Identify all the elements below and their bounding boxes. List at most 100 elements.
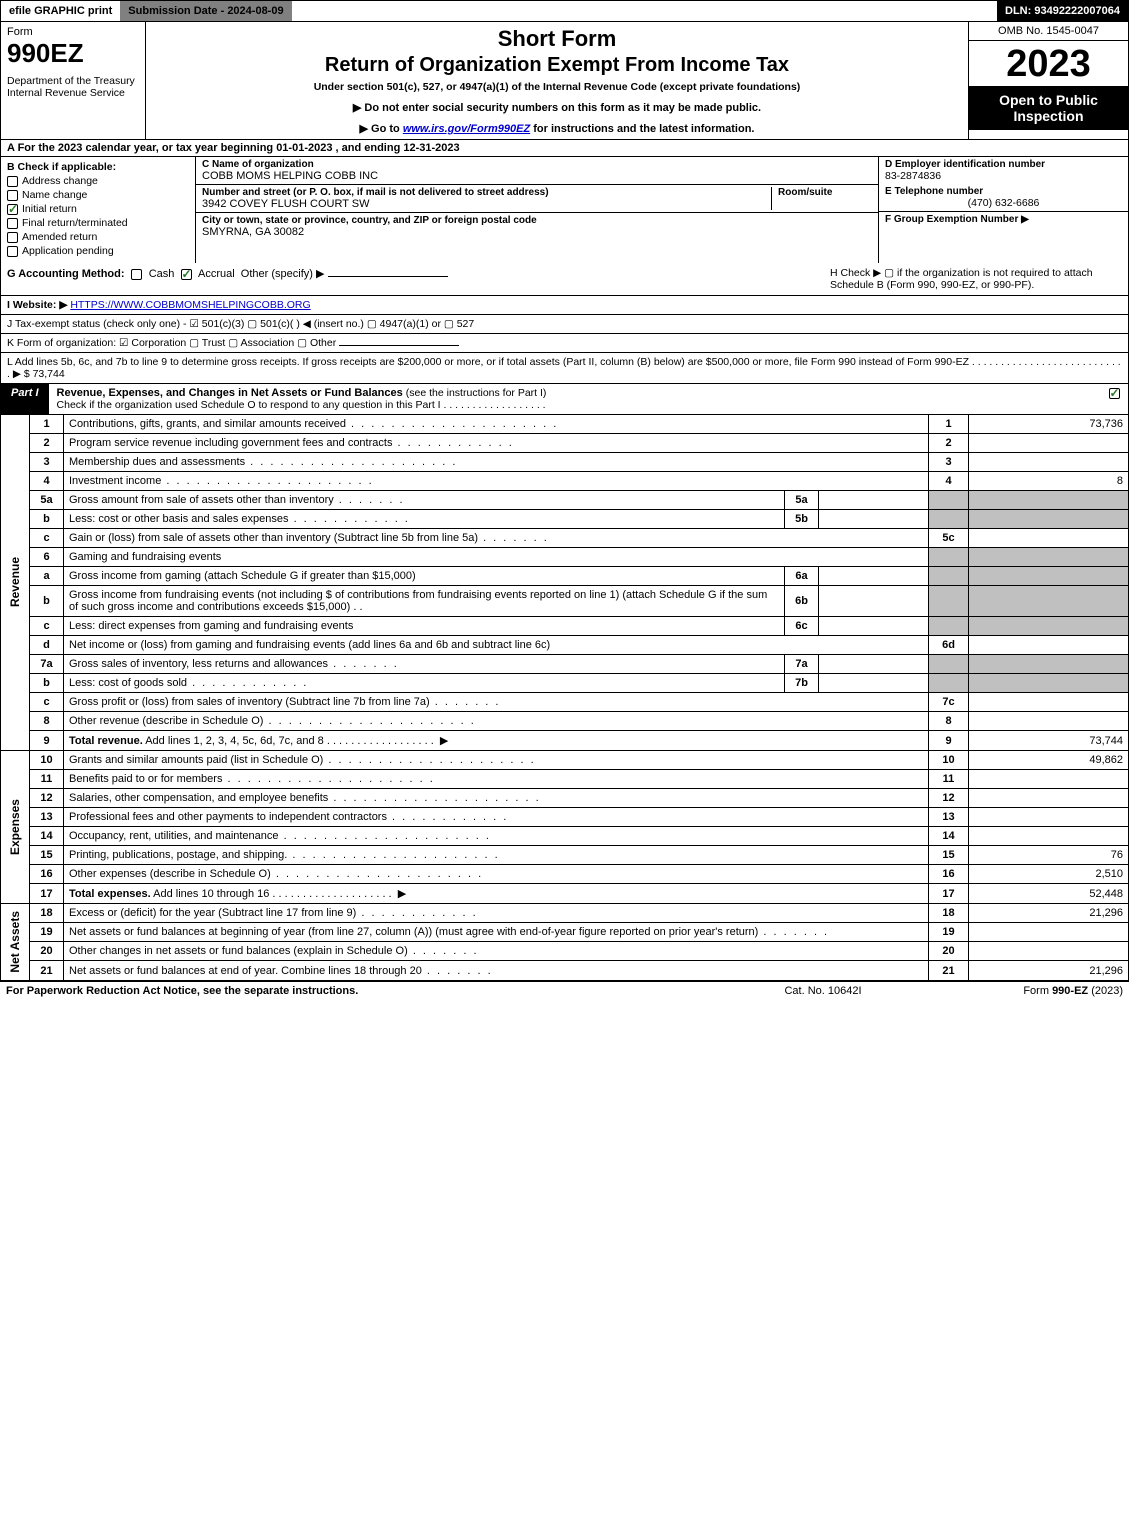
- d-ein-row: D Employer identification number 83-2874…: [879, 157, 1128, 184]
- open-inspection-badge: Open to Public Inspection: [969, 86, 1128, 130]
- efile-label[interactable]: efile GRAPHIC print: [1, 1, 120, 21]
- omb-number: OMB No. 1545-0047: [969, 22, 1128, 41]
- f-group-label: F Group Exemption Number ▶: [885, 214, 1122, 225]
- line-8: 8 Other revenue (describe in Schedule O)…: [1, 712, 1129, 731]
- revenue-side-label: Revenue: [1, 415, 30, 751]
- part-i-header: Part I Revenue, Expenses, and Changes in…: [0, 384, 1129, 415]
- line-5a: 5a Gross amount from sale of assets othe…: [1, 491, 1129, 510]
- g-other-input[interactable]: [328, 276, 448, 277]
- g-accounting: G Accounting Method: Cash Accrual Other …: [7, 267, 822, 291]
- line-7a: 7a Gross sales of inventory, less return…: [1, 655, 1129, 674]
- submission-date: Submission Date - 2024-08-09: [120, 1, 291, 21]
- line-11: 11 Benefits paid to or for members 11: [1, 770, 1129, 789]
- line-1: Revenue 1 Contributions, gifts, grants, …: [1, 415, 1129, 434]
- line-9: 9 Total revenue. Add lines 1, 2, 3, 4, 5…: [1, 731, 1129, 751]
- line-5b: b Less: cost or other basis and sales ex…: [1, 510, 1129, 529]
- c-name-label: C Name of organization: [202, 159, 872, 170]
- chk-name-change[interactable]: Name change: [7, 189, 189, 201]
- chk-accrual[interactable]: [181, 269, 192, 280]
- line-18: Net Assets 18 Excess or (deficit) for th…: [1, 904, 1129, 923]
- line-12: 12 Salaries, other compensation, and emp…: [1, 789, 1129, 808]
- line-6b: b Gross income from fundraising events (…: [1, 586, 1129, 617]
- chk-cash[interactable]: [131, 269, 142, 280]
- row-gh: G Accounting Method: Cash Accrual Other …: [0, 263, 1129, 296]
- footer-right: Form 990-EZ (2023): [923, 985, 1123, 997]
- k-other-input[interactable]: [339, 345, 459, 346]
- line-6a: a Gross income from gaming (attach Sched…: [1, 567, 1129, 586]
- header-left: Form 990EZ Department of the Treasury In…: [1, 22, 146, 139]
- irs-link[interactable]: www.irs.gov/Form990EZ: [403, 123, 530, 135]
- line-20: 20 Other changes in net assets or fund b…: [1, 942, 1129, 961]
- header-right: OMB No. 1545-0047 2023 Open to Public In…: [968, 22, 1128, 139]
- row-j-tax-exempt: J Tax-exempt status (check only one) - ☑…: [0, 315, 1129, 334]
- f-group-row: F Group Exemption Number ▶: [879, 211, 1128, 227]
- line-14: 14 Occupancy, rent, utilities, and maint…: [1, 827, 1129, 846]
- e-tel-row: E Telephone number (470) 632-6686: [879, 184, 1128, 211]
- footer-center: Cat. No. 10642I: [723, 985, 923, 997]
- line-3: 3 Membership dues and assessments 3: [1, 453, 1129, 472]
- c-name-row: C Name of organization COBB MOMS HELPING…: [196, 157, 878, 185]
- form-title: Return of Organization Exempt From Incom…: [154, 54, 960, 77]
- form-subtitle: Under section 501(c), 527, or 4947(a)(1)…: [154, 81, 960, 93]
- d-ein-label: D Employer identification number: [885, 159, 1122, 170]
- form-word: Form: [7, 26, 139, 38]
- d-ein-value: 83-2874836: [885, 170, 1122, 182]
- dln-label: DLN: 93492222007064: [997, 1, 1128, 21]
- b-header: B Check if applicable:: [7, 161, 189, 173]
- line-13: 13 Professional fees and other payments …: [1, 808, 1129, 827]
- h-schedule-b: H Check ▶ ▢ if the organization is not r…: [822, 267, 1122, 291]
- website-instruction: ▶ Go to www.irs.gov/Form990EZ for instru…: [154, 122, 960, 135]
- line-19: 19 Net assets or fund balances at beginn…: [1, 923, 1129, 942]
- c-addr-row: Number and street (or P. O. box, if mail…: [196, 185, 878, 213]
- row-i-website: I Website: ▶ HTTPS://WWW.COBBMOMSHELPING…: [0, 296, 1129, 315]
- website-link[interactable]: HTTPS://WWW.COBBMOMSHELPINGCOBB.ORG: [70, 299, 310, 311]
- netassets-side-label: Net Assets: [1, 904, 30, 981]
- line-6c: c Less: direct expenses from gaming and …: [1, 617, 1129, 636]
- c-city-value: SMYRNA, GA 30082: [202, 226, 872, 238]
- part-i-checkbox[interactable]: [1104, 384, 1128, 414]
- e-tel-label: E Telephone number: [885, 186, 1122, 197]
- chk-application-pending[interactable]: Application pending: [7, 245, 189, 257]
- col-b-checkboxes: B Check if applicable: Address change Na…: [1, 157, 196, 263]
- col-c-org-info: C Name of organization COBB MOMS HELPING…: [196, 157, 878, 263]
- line-2: 2 Program service revenue including gove…: [1, 434, 1129, 453]
- header-center: Short Form Return of Organization Exempt…: [146, 22, 968, 139]
- short-form-label: Short Form: [154, 26, 960, 52]
- g-label: G Accounting Method:: [7, 268, 125, 280]
- row-l-gross-receipts: L Add lines 5b, 6c, and 7b to line 9 to …: [0, 353, 1129, 384]
- line-5c: c Gain or (loss) from sale of assets oth…: [1, 529, 1129, 548]
- chk-amended-return[interactable]: Amended return: [7, 231, 189, 243]
- chk-initial-return[interactable]: Initial return: [7, 203, 189, 215]
- footer-left: For Paperwork Reduction Act Notice, see …: [6, 985, 723, 997]
- chk-address-change[interactable]: Address change: [7, 175, 189, 187]
- c-city-row: City or town, state or province, country…: [196, 213, 878, 240]
- c-city-label: City or town, state or province, country…: [202, 215, 872, 226]
- line-4: 4 Investment income 4 8: [1, 472, 1129, 491]
- lines-table: Revenue 1 Contributions, gifts, grants, …: [0, 415, 1129, 981]
- line-7c: c Gross profit or (loss) from sales of i…: [1, 693, 1129, 712]
- topbar-spacer: [292, 1, 997, 21]
- line-6: 6 Gaming and fundraising events: [1, 548, 1129, 567]
- line-16: 16 Other expenses (describe in Schedule …: [1, 865, 1129, 884]
- c-room-label: Room/suite: [778, 187, 872, 198]
- page-footer: For Paperwork Reduction Act Notice, see …: [0, 981, 1129, 1000]
- section-bcdef: B Check if applicable: Address change Na…: [0, 157, 1129, 263]
- department-label: Department of the Treasury Internal Reve…: [7, 75, 139, 99]
- form-header: Form 990EZ Department of the Treasury In…: [0, 22, 1129, 140]
- row-a-tax-year: A For the 2023 calendar year, or tax yea…: [0, 140, 1129, 157]
- line-6d: d Net income or (loss) from gaming and f…: [1, 636, 1129, 655]
- chk-final-return[interactable]: Final return/terminated: [7, 217, 189, 229]
- line-7b: b Less: cost of goods sold 7b: [1, 674, 1129, 693]
- i-label: I Website: ▶: [7, 299, 67, 311]
- c-addr-value: 3942 COVEY FLUSH COURT SW: [202, 198, 765, 210]
- row-k-org-form: K Form of organization: ☑ Corporation ▢ …: [0, 334, 1129, 353]
- line-15: 15 Printing, publications, postage, and …: [1, 846, 1129, 865]
- expenses-side-label: Expenses: [1, 751, 30, 904]
- c-addr-label: Number and street (or P. O. box, if mail…: [202, 187, 765, 198]
- line-21: 21 Net assets or fund balances at end of…: [1, 961, 1129, 980]
- top-bar: efile GRAPHIC print Submission Date - 20…: [0, 0, 1129, 22]
- tax-year: 2023: [969, 41, 1128, 86]
- line-17: 17 Total expenses. Add lines 10 through …: [1, 884, 1129, 904]
- part-i-title: Revenue, Expenses, and Changes in Net As…: [49, 384, 1104, 414]
- e-tel-value: (470) 632-6686: [885, 197, 1122, 209]
